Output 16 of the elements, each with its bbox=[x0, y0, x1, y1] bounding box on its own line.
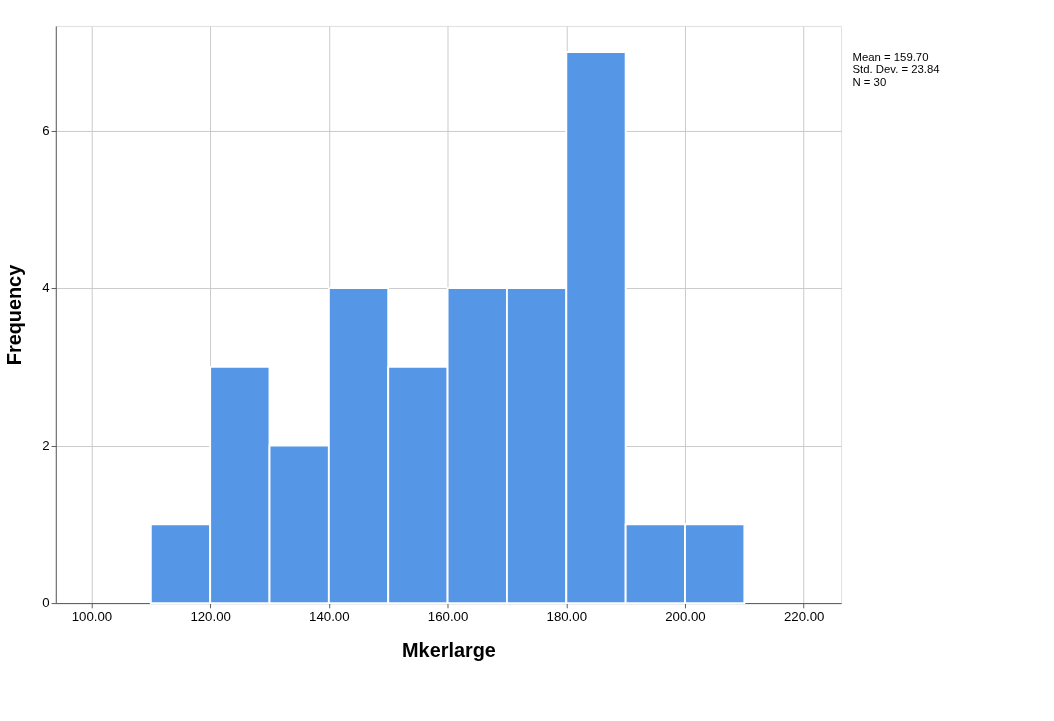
x-tick-label: 100.00 bbox=[71, 608, 113, 624]
y-tick-label: 2 bbox=[42, 437, 50, 453]
text: Mean = 159.70 bbox=[852, 50, 929, 63]
x-tick-label: 120.00 bbox=[190, 608, 231, 624]
x-tick-label: 140.00 bbox=[309, 608, 350, 624]
y-tick-label: 4 bbox=[42, 280, 50, 296]
text: Std. Dev. = 23.84 bbox=[852, 63, 940, 76]
y-axis-title: Frequency bbox=[3, 264, 26, 366]
x-tick-label: 200.00 bbox=[665, 608, 706, 624]
y-tick-label: 6 bbox=[42, 122, 50, 138]
x-tick-label: 160.00 bbox=[427, 608, 469, 624]
x-tick-label: 180.00 bbox=[546, 608, 588, 624]
text: N = 30 bbox=[852, 75, 887, 88]
y-tick-label: 0 bbox=[42, 595, 50, 611]
x-axis-title: Mkerlarge bbox=[402, 638, 496, 661]
x-tick-label: 220.00 bbox=[783, 608, 825, 624]
